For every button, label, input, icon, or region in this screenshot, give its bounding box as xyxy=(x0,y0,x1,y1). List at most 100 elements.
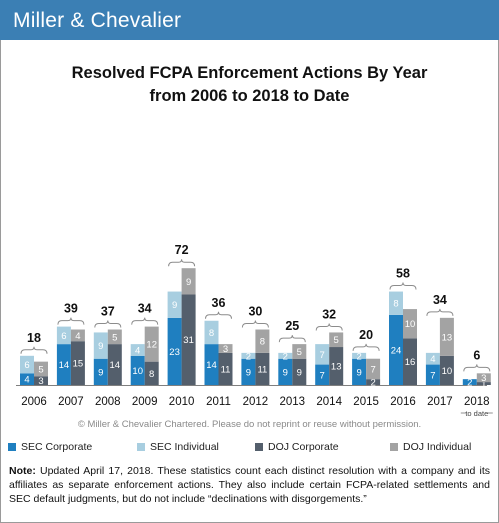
bar-doj-corporate-2009 xyxy=(144,361,159,385)
bar-sec-individual-2013 xyxy=(278,352,293,359)
data-label-sec-individual-2013: 2 xyxy=(283,351,288,362)
total-label-2012: 30 xyxy=(248,305,262,319)
bar-sec-corporate-2009 xyxy=(130,355,145,385)
bar-sec-individual-2015 xyxy=(352,352,367,359)
data-label-sec-individual-2006: 6 xyxy=(24,360,29,371)
data-label-sec-corporate-2018: 2 xyxy=(467,378,472,389)
data-label-doj-individual-2007: 4 xyxy=(75,331,80,342)
total-label-2018: 6 xyxy=(473,348,480,362)
legend-swatch xyxy=(137,443,145,451)
bar-sec-individual-2012 xyxy=(241,352,256,359)
footnote-text: Updated April 17, 2018. These statistics… xyxy=(9,465,490,505)
bar-doj-corporate-2012 xyxy=(255,352,270,385)
x-tick-label-2009: 2009 xyxy=(132,396,158,408)
data-label-doj-individual-2018: 3 xyxy=(481,373,486,384)
data-label-sec-individual-2014: 7 xyxy=(320,350,325,361)
total-label-2015: 20 xyxy=(359,328,373,342)
bar-doj-corporate-2017 xyxy=(439,355,454,385)
bar-sec-corporate-2006 xyxy=(20,373,34,385)
total-label-2014: 32 xyxy=(322,307,336,321)
data-label-sec-corporate-2006: 4 xyxy=(24,375,29,386)
data-label-doj-corporate-2011: 11 xyxy=(221,364,231,375)
bar-sec-individual-2010 xyxy=(167,291,182,318)
data-label-sec-individual-2017: 4 xyxy=(430,354,435,365)
data-label-sec-individual-2011: 8 xyxy=(209,328,214,339)
bar-sec-individual-2011 xyxy=(204,320,219,345)
total-label-2009: 34 xyxy=(138,302,152,316)
bar-doj-corporate-2011 xyxy=(218,352,233,385)
data-label-sec-individual-2009: 4 xyxy=(135,345,140,356)
total-bracket-2007 xyxy=(57,317,85,325)
data-label-sec-individual-2007: 6 xyxy=(61,331,66,342)
data-label-doj-corporate-2018: 1 xyxy=(481,379,486,390)
chart-title-line-1: Resolved FCPA Enforcement Actions By Yea… xyxy=(71,64,428,82)
bar-sec-corporate-2017 xyxy=(425,364,440,385)
data-label-sec-corporate-2015: 9 xyxy=(356,367,361,378)
data-label-sec-individual-2010: 9 xyxy=(172,300,177,311)
total-bracket-2011 xyxy=(205,311,232,319)
footnote-label: Note: xyxy=(9,465,36,477)
bar-doj-individual-2015 xyxy=(366,358,381,380)
legend-item-doj-corporate: DOJ Corporate xyxy=(255,441,339,453)
legend-swatch xyxy=(8,443,16,451)
x-tick-label-2018: 2018 xyxy=(464,396,490,408)
bar-doj-individual-2012 xyxy=(255,329,270,353)
x-tick-label-2007: 2007 xyxy=(58,396,84,408)
data-label-doj-individual-2009: 12 xyxy=(146,340,157,351)
x-tick-label-2016: 2016 xyxy=(390,396,416,408)
bar-sec-corporate-2015 xyxy=(352,358,367,385)
chart-title: Resolved FCPA Enforcement Actions By Yea… xyxy=(0,62,499,108)
total-label-2007: 39 xyxy=(64,302,78,316)
data-label-sec-corporate-2011: 14 xyxy=(206,360,217,371)
bar-doj-individual-2018 xyxy=(476,373,491,383)
data-label-doj-individual-2010: 9 xyxy=(186,277,191,288)
bar-doj-individual-2010 xyxy=(181,268,196,295)
data-label-doj-corporate-2009: 8 xyxy=(149,369,154,380)
data-label-sec-individual-2016: 8 xyxy=(393,299,398,310)
bar-sec-corporate-2008 xyxy=(93,358,108,385)
bar-sec-corporate-2012 xyxy=(241,358,256,385)
data-label-doj-corporate-2007: 15 xyxy=(73,359,84,370)
bar-doj-individual-2017 xyxy=(439,317,454,356)
total-bracket-2015 xyxy=(352,343,380,351)
bar-sec-corporate-2011 xyxy=(204,344,219,385)
x-tick-label-2010: 2010 xyxy=(169,396,195,408)
bar-doj-individual-2007 xyxy=(70,329,85,342)
total-bracket-2016 xyxy=(389,282,417,290)
legend-item-sec-individual: SEC Individual xyxy=(137,441,219,453)
data-label-sec-corporate-2016: 24 xyxy=(391,345,402,356)
data-label-doj-individual-2013: 5 xyxy=(297,347,302,358)
bar-doj-individual-2009 xyxy=(144,326,159,362)
bar-sec-individual-2008 xyxy=(93,332,108,359)
bar-sec-individual-2017 xyxy=(425,352,440,365)
legend: SEC Corporate SEC Individual DOJ Corporate… xyxy=(8,441,493,457)
bar-doj-corporate-2008 xyxy=(107,344,122,385)
chart-title-line-2: from 2006 to 2018 to Date xyxy=(149,87,350,105)
data-label-sec-individual-2015: 2 xyxy=(356,351,361,362)
total-bracket-2013 xyxy=(278,335,306,343)
data-label-doj-individual-2016: 10 xyxy=(405,319,416,330)
bar-doj-corporate-2015 xyxy=(366,379,381,385)
bar-sec-corporate-2016 xyxy=(389,314,403,385)
bar-doj-corporate-2014 xyxy=(329,347,344,385)
bar-sec-corporate-2007 xyxy=(56,344,71,385)
x-tick-label-2012: 2012 xyxy=(243,396,269,408)
bar-doj-corporate-2018 xyxy=(476,382,491,385)
data-label-doj-corporate-2016: 16 xyxy=(405,357,416,368)
bar-doj-individual-2013 xyxy=(292,344,307,359)
data-label-sec-corporate-2014: 7 xyxy=(320,370,325,381)
bar-doj-corporate-2016 xyxy=(403,338,417,385)
footnote: Note: Updated April 17, 2018. These stat… xyxy=(9,464,490,506)
x-tick-label-2015: 2015 xyxy=(353,396,379,408)
bar-doj-individual-2011 xyxy=(218,344,233,353)
total-bracket-2006 xyxy=(20,346,48,354)
data-label-doj-individual-2006: 5 xyxy=(38,364,43,375)
data-label-sec-individual-2012: 2 xyxy=(246,351,251,362)
data-label-doj-individual-2012: 8 xyxy=(260,337,265,348)
bar-sec-corporate-2010 xyxy=(167,317,182,385)
legend-label: SEC Corporate xyxy=(21,441,93,453)
total-label-2016: 58 xyxy=(396,267,410,281)
data-label-doj-individual-2008: 5 xyxy=(112,332,117,343)
data-label-doj-individual-2011: 3 xyxy=(223,344,228,355)
